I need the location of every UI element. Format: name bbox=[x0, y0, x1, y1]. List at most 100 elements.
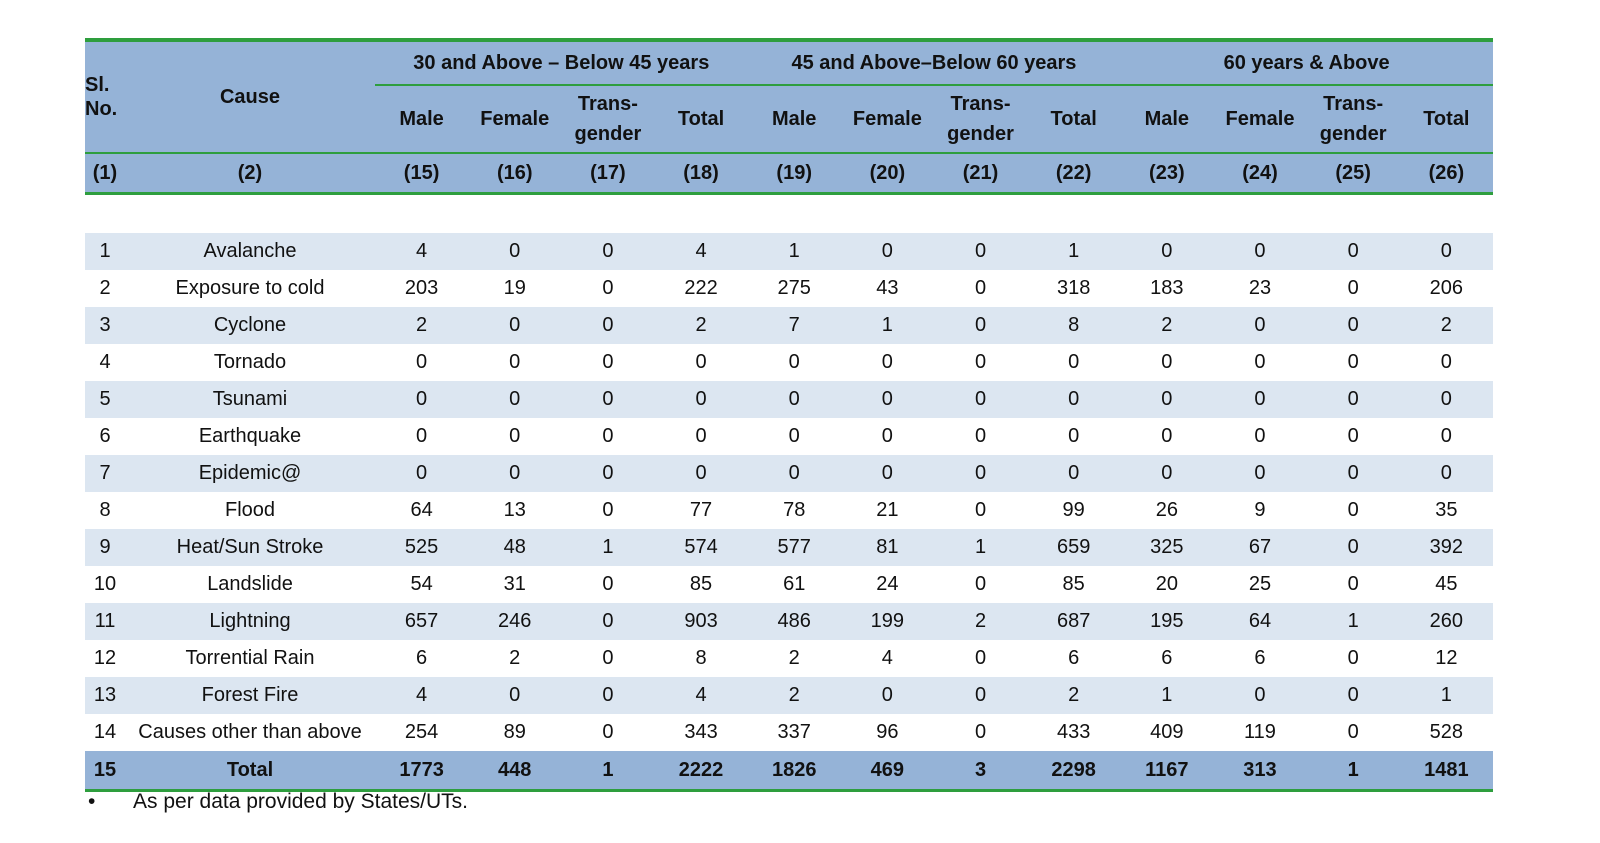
cause: Flood bbox=[224, 499, 276, 521]
spacer-row bbox=[85, 194, 1493, 234]
spacer bbox=[85, 194, 1493, 234]
table-header: Sl. No. Cause 30 and Above – Below 45 year… bbox=[85, 38, 1493, 195]
column-number: (19) bbox=[747, 152, 841, 195]
value-cell: 0 bbox=[602, 277, 614, 299]
value-cell: 89 bbox=[503, 721, 526, 743]
value-cell: 0 bbox=[1306, 529, 1400, 566]
value-cell: 0 bbox=[881, 425, 893, 447]
column-number: (22) bbox=[1027, 152, 1121, 195]
column-number: (1) bbox=[85, 152, 125, 195]
value-cell: 246 bbox=[468, 603, 562, 640]
value-cell: 6 bbox=[1161, 647, 1173, 669]
table-row: 9 Heat/Sun Stroke 525 48 1 574 577 81 1 659 325 67 0… bbox=[85, 529, 1493, 566]
value-cell: 0 bbox=[468, 381, 562, 418]
value-cell: 1481 bbox=[1399, 751, 1493, 792]
value-cell: 0 bbox=[1213, 381, 1307, 418]
value-cell: 0 bbox=[1306, 455, 1400, 492]
value-cell: 0 bbox=[602, 721, 614, 743]
value-cell: 2 bbox=[788, 647, 800, 669]
value-cell: 0 bbox=[561, 603, 655, 640]
value-cell: 0 bbox=[561, 677, 655, 714]
value-cell: 1 bbox=[1399, 677, 1493, 714]
value-cell: 0 bbox=[974, 425, 987, 447]
column-number: (20) bbox=[840, 152, 934, 195]
table-row: 2 Exposure to cold 203 19 0 222 275 43 0 318 183 23… bbox=[85, 270, 1493, 307]
column-number: (21) bbox=[933, 152, 1028, 195]
value-cell: 528 bbox=[1429, 721, 1464, 743]
column-number: (17) bbox=[561, 152, 655, 195]
sub-header: Trans-gender bbox=[933, 85, 1028, 153]
value-cell: 2 bbox=[375, 307, 469, 344]
cause: Torrential Rain bbox=[185, 647, 315, 669]
value-cell: 1 bbox=[561, 751, 655, 792]
value-cell: 0 bbox=[1306, 307, 1400, 344]
value-cell: 35 bbox=[1435, 499, 1458, 521]
value-cell: 0 bbox=[1347, 499, 1359, 521]
column-number: (16) bbox=[468, 152, 562, 195]
value-cell: 0 bbox=[1213, 677, 1307, 714]
table-row: 6 Earthquake 0 0 0 0 0 0 0 0 0 0 0 0 bbox=[85, 418, 1493, 455]
value-cell: 1 bbox=[1306, 751, 1400, 792]
table-row: 8 Flood 64 13 0 77 78 21 0 99 26 9 0 35 bbox=[85, 492, 1493, 529]
footnote-text: As per data provided by States/UTs. bbox=[133, 790, 469, 813]
value-cell: 206 bbox=[1429, 277, 1464, 299]
value-cell: 203 bbox=[404, 277, 439, 299]
value-cell: 183 bbox=[1150, 277, 1184, 299]
value-cell: 409 bbox=[1150, 721, 1184, 743]
table-row: 10 Landslide 54 31 0 85 61 24 0 85 20 25 0 45 bbox=[85, 566, 1493, 603]
column-number: (24) bbox=[1213, 152, 1307, 195]
value-cell: 77 bbox=[689, 499, 713, 521]
value-cell: 903 bbox=[654, 603, 748, 640]
value-cell: 81 bbox=[840, 529, 934, 566]
group-header: 60 years & Above bbox=[1120, 38, 1493, 86]
sl-no: 8 bbox=[99, 499, 111, 521]
value-cell: 1 bbox=[933, 529, 1028, 566]
sub-header: Total bbox=[1399, 85, 1493, 153]
value-cell: 318 bbox=[1056, 277, 1091, 299]
cause: Forest Fire bbox=[125, 677, 375, 714]
value-cell: 0 bbox=[1399, 381, 1493, 418]
value-cell: 4 bbox=[375, 233, 469, 270]
sub-header: Female bbox=[1213, 85, 1307, 153]
value-cell: 20 bbox=[1155, 573, 1178, 595]
value-cell: 1773 bbox=[375, 751, 469, 792]
table-body: 1 Avalanche 4 0 0 4 1 0 0 1 0 0 0 0 2 Exposure to cold 2… bbox=[85, 194, 1493, 792]
sl-no: 3 bbox=[85, 307, 125, 344]
value-cell: 0 bbox=[1161, 351, 1173, 373]
value-cell: 0 bbox=[468, 677, 562, 714]
value-cell: 0 bbox=[747, 455, 841, 492]
value-cell: 525 bbox=[375, 529, 469, 566]
value-cell: 23 bbox=[1248, 277, 1272, 299]
value-cell: 0 bbox=[1161, 425, 1173, 447]
sl-no: 7 bbox=[85, 455, 125, 492]
value-cell: 0 bbox=[416, 425, 428, 447]
cause: Lightning bbox=[125, 603, 375, 640]
value-cell: 1826 bbox=[747, 751, 841, 792]
value-cell: 1 bbox=[1306, 603, 1400, 640]
value-cell: 0 bbox=[468, 233, 562, 270]
value-cell: 0 bbox=[788, 425, 800, 447]
value-cell: 24 bbox=[876, 573, 899, 595]
value-cell: 48 bbox=[468, 529, 562, 566]
value-cell: 2222 bbox=[654, 751, 748, 792]
value-cell: 0 bbox=[561, 381, 655, 418]
value-cell: 392 bbox=[1399, 529, 1493, 566]
value-cell: 0 bbox=[509, 351, 521, 373]
value-cell: 3 bbox=[933, 751, 1028, 792]
value-cell: 199 bbox=[840, 603, 934, 640]
cause: Cyclone bbox=[125, 307, 375, 344]
sub-header: Total bbox=[1027, 85, 1121, 153]
value-cell: 31 bbox=[503, 573, 526, 595]
value-cell: 0 bbox=[1027, 381, 1121, 418]
value-cell: 0 bbox=[1068, 351, 1080, 373]
value-cell: 0 bbox=[1347, 277, 1359, 299]
value-cell: 0 bbox=[974, 351, 987, 373]
value-cell: 0 bbox=[1347, 647, 1359, 669]
value-cell: 687 bbox=[1027, 603, 1121, 640]
value-cell: 7 bbox=[747, 307, 841, 344]
value-cell: 6 bbox=[1254, 647, 1266, 669]
value-cell: 12 bbox=[1435, 647, 1458, 669]
value-cell: 0 bbox=[933, 455, 1028, 492]
sl-no: 2 bbox=[99, 277, 111, 299]
sl-no: 14 bbox=[93, 721, 117, 743]
